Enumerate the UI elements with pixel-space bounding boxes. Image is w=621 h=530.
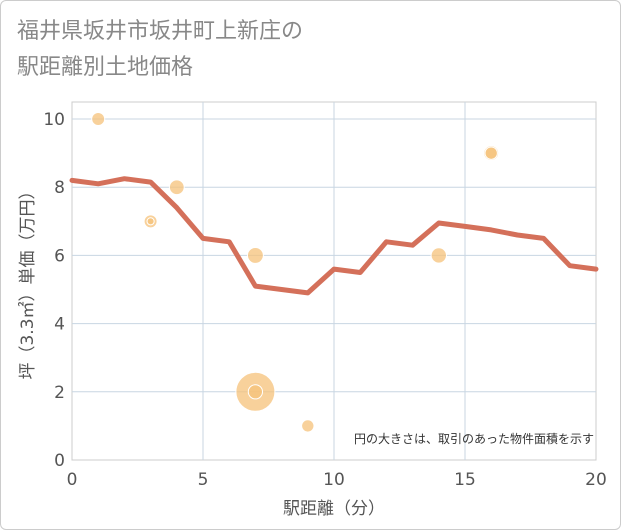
bubble-point-4 <box>246 246 264 264</box>
grid-lines <box>72 102 596 460</box>
bubble-point-8 <box>430 247 447 264</box>
x-tick-label-10: 10 <box>323 470 345 490</box>
x-axis-label: 駅距離（分） <box>283 499 385 519</box>
x-tick-labels: 0 5 10 15 20 <box>67 470 607 490</box>
bubble-point-2 <box>146 217 155 226</box>
bubble-point-0 <box>91 112 106 127</box>
y-tick-label-10: 10 <box>43 110 65 130</box>
bubble-point-7 <box>301 419 315 433</box>
title-line-2: 駅距離別土地価格 <box>17 55 194 80</box>
bubble-size-note: 円の大きさは、取引のあった物件面積を示す <box>354 431 594 446</box>
title-line-1: 福井県坂井市坂井町上新庄の <box>17 19 304 44</box>
x-tick-label-15: 15 <box>454 470 476 490</box>
bubble-point-10 <box>484 146 498 160</box>
bubble-layer <box>91 112 500 433</box>
x-tick-label-5: 5 <box>198 470 209 490</box>
chart-title: 福井県坂井市坂井町上新庄の 駅距離別土地価格 <box>17 14 303 86</box>
y-tick-label-6: 6 <box>54 246 65 266</box>
y-tick-label-2: 2 <box>54 383 65 403</box>
y-tick-label-0: 0 <box>54 451 65 471</box>
y-tick-label-4: 4 <box>54 315 65 335</box>
y-tick-label-8: 8 <box>54 178 65 198</box>
average-price-line <box>69 176 599 296</box>
y-axis-label: 坪（3.3㎡）単価（万円） <box>18 182 38 379</box>
x-tick-label-0: 0 <box>67 470 78 490</box>
bubble-point-6 <box>247 384 264 400</box>
line-layer <box>69 176 599 296</box>
bubble-point-3 <box>168 179 185 196</box>
x-tick-label-20: 20 <box>585 470 607 490</box>
y-tick-labels: 0 2 4 6 8 10 <box>43 110 65 471</box>
